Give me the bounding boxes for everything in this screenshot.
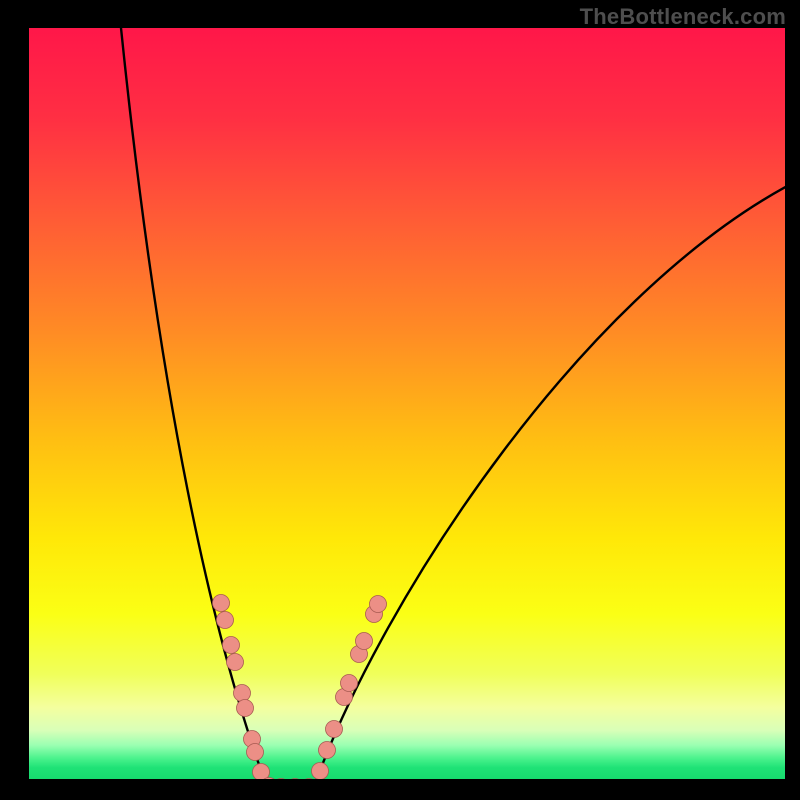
data-marker: [247, 744, 264, 761]
data-marker: [326, 721, 343, 738]
data-marker: [234, 685, 251, 702]
data-marker: [227, 654, 244, 671]
data-marker: [319, 742, 336, 759]
border-bottom: [0, 779, 800, 800]
data-marker: [370, 596, 387, 613]
border-right: [785, 0, 800, 800]
chart-frame: TheBottleneck.com: [0, 0, 800, 800]
data-marker: [237, 700, 254, 717]
data-marker: [312, 763, 329, 780]
border-left: [0, 0, 29, 800]
data-marker: [217, 612, 234, 629]
data-marker: [213, 595, 230, 612]
data-marker: [356, 633, 373, 650]
plot-background: [29, 28, 785, 779]
bottleneck-chart: [0, 0, 800, 800]
data-marker: [223, 637, 240, 654]
data-marker: [341, 675, 358, 692]
watermark-text: TheBottleneck.com: [580, 4, 786, 30]
